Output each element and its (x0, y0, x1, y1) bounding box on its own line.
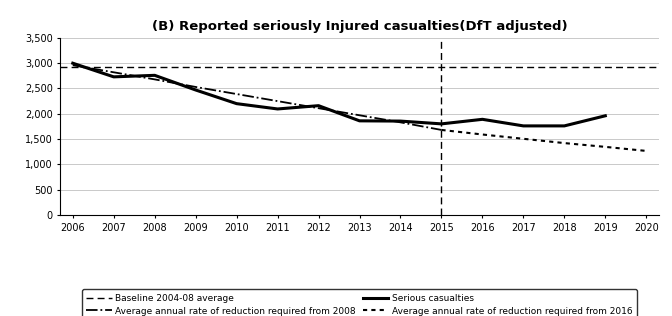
Title: (B) Reported seriously Injured casualties(DfT adjusted): (B) Reported seriously Injured casualtie… (152, 20, 567, 33)
Legend: Baseline 2004-08 average, Average annual rate of reduction required from 2008, S: Baseline 2004-08 average, Average annual… (82, 289, 637, 316)
